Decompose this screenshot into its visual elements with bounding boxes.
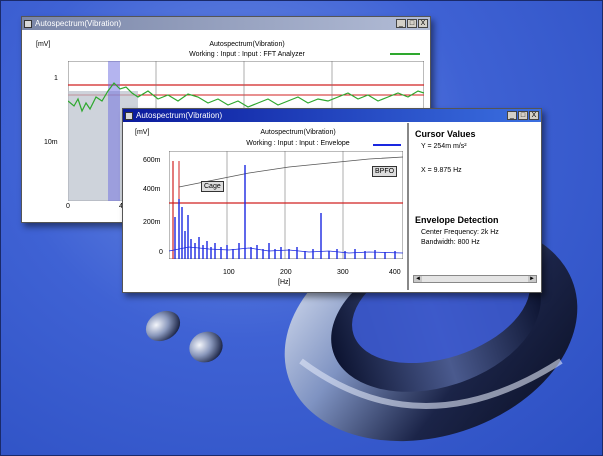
back-ytick-10m: 10m (44, 139, 58, 146)
cursor-y-value: Y = 254m m/s² (421, 143, 467, 150)
maximize-button[interactable]: □ (407, 19, 417, 28)
back-spectrum-trace (68, 82, 424, 113)
back-plot-title: Autospectrum(Vibration) (209, 41, 285, 48)
back-unit-label: [mV] (36, 41, 51, 48)
cursor-x-value: X = 9.875 Hz (421, 167, 462, 174)
front-ytick-200m: 200m (143, 219, 161, 226)
window-icon (24, 19, 32, 28)
bpfo-marker[interactable]: BPFO (372, 166, 398, 177)
back-legend-line (390, 53, 420, 55)
front-xtick-200: 200 (280, 269, 292, 276)
roller-2 (189, 331, 223, 363)
back-plot-subtitle: Working : Input : Input : FFT Analyzer (189, 51, 305, 58)
cursor-values-heading: Cursor Values (415, 129, 476, 139)
front-noise-floor (169, 246, 403, 254)
roller-1 (145, 310, 181, 342)
front-spectrum-window[interactable]: Autospectrum(Vibration) _ □ X [mV] Autos… (122, 108, 542, 293)
back-xtick-0: 0 (66, 203, 70, 210)
front-ytick-0: 0 (159, 249, 163, 256)
back-window-titlebar[interactable]: Autospectrum(Vibration) _ □ X (22, 17, 430, 30)
minimize-button[interactable]: _ (507, 111, 517, 120)
front-window-title: Autospectrum(Vibration) (136, 111, 223, 120)
front-plot-area[interactable] (169, 151, 403, 259)
close-button[interactable]: X (418, 19, 428, 28)
back-xtick-4: 4 (119, 203, 123, 210)
window-icon (125, 111, 133, 120)
cursor-values-panel: Cursor Values Y = 254m m/s² X = 9.875 Hz… (407, 123, 541, 290)
back-window-title: Autospectrum(Vibration) (35, 19, 122, 28)
front-ytick-400m: 400m (143, 186, 161, 193)
back-selection-band (108, 61, 120, 201)
front-x-unit: [Hz] (278, 279, 291, 286)
front-xtick-400: 400 (389, 269, 401, 276)
panel-horizontal-scrollbar[interactable]: ◄ ► (413, 275, 537, 283)
front-window-titlebar[interactable]: Autospectrum(Vibration) _ □ X (123, 109, 541, 122)
envelope-center-frequency: Center Frequency: 2k Hz (421, 229, 499, 236)
front-xtick-100: 100 (223, 269, 235, 276)
front-plot-subtitle: Working : Input : Input : Envelope (246, 140, 350, 147)
close-button[interactable]: X (529, 111, 539, 120)
cage-marker[interactable]: Cage (201, 181, 224, 192)
front-legend-line (373, 144, 401, 146)
envelope-detection-heading: Envelope Detection (415, 215, 499, 225)
front-unit-label: [mV] (135, 129, 150, 136)
front-xtick-300: 300 (337, 269, 349, 276)
back-ytick-1: 1 (54, 75, 58, 82)
front-plot-title: Autospectrum(Vibration) (260, 129, 336, 136)
minimize-button[interactable]: _ (396, 19, 406, 28)
ring-highlight (299, 358, 563, 409)
scroll-left-arrow[interactable]: ◄ (414, 276, 422, 282)
maximize-button[interactable]: □ (518, 111, 528, 120)
scroll-right-arrow[interactable]: ► (528, 276, 536, 282)
envelope-bandwidth: Bandwidth: 800 Hz (421, 239, 480, 246)
front-ytick-600m: 600m (143, 157, 161, 164)
